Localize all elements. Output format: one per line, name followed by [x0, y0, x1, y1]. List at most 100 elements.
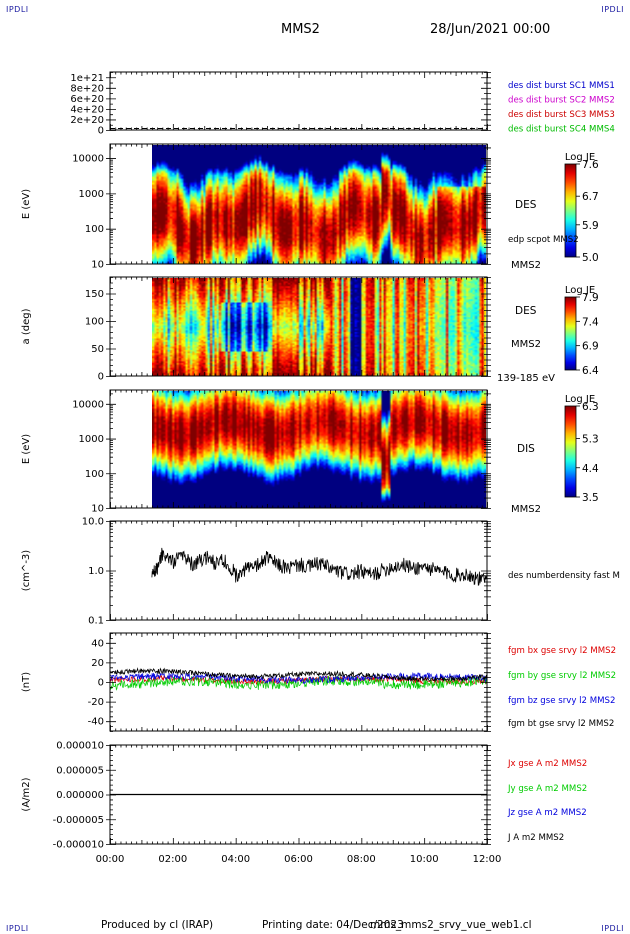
ytick-label: 10000 — [72, 399, 104, 410]
xtick-label: 06:00 — [284, 854, 313, 865]
y-axis-label: a (deg) — [21, 308, 32, 344]
ytick-label: 1.0 — [88, 566, 104, 577]
y-axis-label: (A/m2) — [21, 777, 32, 811]
legend-burst-sc3: des dist burst SC3 MMS3 — [508, 110, 615, 120]
legend-bfield-1: fgm by gse srvy l2 MMS2 — [508, 671, 616, 681]
xtick-label: 04:00 — [221, 854, 250, 865]
legend-burst-sc1: des dist burst SC1 MMS1 — [508, 81, 615, 91]
spectrogram-dis-energy — [152, 391, 486, 508]
legend-current-1: Jy gse A m2 MMS2 — [507, 784, 587, 794]
colorbar-tick: 5.0 — [582, 252, 599, 264]
corner-label-top-left: IPDLI — [6, 5, 29, 14]
panel-current-yticks — [106, 745, 491, 845]
ytick-label: -20 — [88, 697, 104, 708]
time-ticks-6 — [110, 745, 488, 844]
dis-energy-mms-label: MMS2 — [511, 504, 541, 515]
panel-density-frame — [109, 520, 488, 621]
des-pitch-mms-label: MMS2 — [511, 339, 541, 350]
corner-label-bottom-right: IPDLI — [601, 924, 624, 933]
colorbar-title: Log JE — [565, 394, 595, 405]
panel-des-energy-frame — [109, 143, 488, 265]
colorbar-tick: 7.6 — [582, 159, 599, 171]
xtick-label: 02:00 — [158, 854, 187, 865]
legend-bfield-2: fgm bz gse srvy l2 MMS2 — [508, 696, 616, 706]
colorbar-des-energy — [564, 163, 577, 258]
ytick-label: -0.000005 — [53, 815, 104, 826]
bz-series-line — [109, 671, 488, 685]
colorbar-des-pitch — [564, 296, 577, 371]
ytick-label: 0.000010 — [56, 741, 104, 752]
des-pitch-label: DES — [515, 305, 537, 317]
ytick-label: 100 — [85, 317, 104, 328]
xtick-label: 12:00 — [473, 854, 502, 865]
legend-bfield-0: fgm bx gse srvy l2 MMS2 — [508, 646, 616, 656]
time-ticks-0 — [110, 72, 488, 130]
edp-scpot-label: edp scpot MMS2 — [508, 235, 579, 245]
ytick-label: 100 — [85, 469, 104, 480]
xtick-label: 10:00 — [410, 854, 439, 865]
density-series-line — [151, 547, 487, 586]
corner-label-bottom-left: IPDLI — [6, 924, 29, 933]
ytick-label: -40 — [88, 717, 104, 728]
bt-series-line — [109, 667, 488, 683]
colorbar-tick: 6.3 — [582, 401, 599, 413]
colorbar-title: Log JE — [565, 152, 595, 163]
spectrogram-des-pitch — [152, 278, 486, 376]
colorbar-tick: 6.4 — [582, 365, 599, 377]
colorbar-tick: 5.3 — [582, 434, 599, 446]
y-axis-label: E (eV) — [21, 189, 32, 219]
y-axis-label: E (eV) — [21, 434, 32, 464]
colorbar-dis-energy — [564, 405, 577, 498]
ytick-label: 0.1 — [88, 616, 104, 627]
panel-burst-yticks — [106, 72, 491, 131]
spectrogram-des-energy — [152, 145, 486, 264]
ytick-label: 150 — [85, 289, 104, 300]
ytick-label: 10.0 — [82, 517, 104, 528]
colorbar-tick: 6.9 — [582, 341, 599, 353]
corner-label-top-right: IPDLI — [601, 5, 624, 14]
ytick-label: 2e+20 — [70, 115, 104, 126]
by-series-line — [109, 674, 488, 691]
ytick-label: 0 — [98, 678, 104, 689]
legend-density: des numberdensity fast M — [508, 571, 620, 581]
xtick-label: 00:00 — [96, 854, 125, 865]
panel-des-pitch-frame — [109, 276, 488, 377]
time-ticks-2 — [110, 277, 488, 376]
ytick-label: 1000 — [79, 189, 104, 200]
colorbar-tick: 7.4 — [582, 316, 599, 328]
ytick-label: 1000 — [79, 434, 104, 445]
legend-current-0: Jx gse A m2 MMS2 — [507, 759, 587, 769]
spacecraft-title: MMS2 — [281, 22, 320, 37]
colorbar-tick: 6.7 — [582, 191, 599, 203]
legend-burst-sc2: des dist burst SC2 MMS2 — [508, 96, 615, 106]
ytick-label: 0.000005 — [56, 765, 104, 776]
ytick-label: -0.000010 — [53, 840, 104, 851]
y-axis-label: (nT) — [21, 672, 32, 692]
des-pitch-energy-range: 139-185 eV — [497, 373, 555, 384]
dis-energy-label: DIS — [517, 443, 535, 455]
footer-file: mms_mms2_srvy_vue_web1.cl — [370, 919, 532, 931]
colorbar-tick: 7.9 — [582, 292, 599, 304]
footer-produced-by: Produced by cl (IRAP) — [101, 919, 214, 931]
panel-des-energy-yticks — [106, 147, 491, 265]
ytick-label: 0 — [98, 126, 104, 137]
date-title: 28/Jun/2021 00:00 — [430, 22, 551, 37]
xtick-label: 08:00 — [347, 854, 376, 865]
ytick-label: 8e+20 — [70, 83, 104, 94]
legend-current-3: J A m2 MMS2 — [507, 833, 564, 843]
time-ticks-1 — [110, 144, 488, 264]
footer-printing-date: Printing date: 04/Dec/2023 — [262, 919, 404, 931]
colorbar-tick: 4.4 — [582, 463, 599, 475]
ytick-label: 10 — [91, 504, 104, 515]
panel-bfield-frame — [109, 632, 488, 732]
ytick-label: 100 — [85, 224, 104, 235]
panel-density-yticks — [106, 521, 491, 621]
ytick-label: 40 — [91, 638, 104, 649]
legend-burst-sc4: des dist burst SC4 MMS4 — [508, 125, 615, 135]
ytick-label: 50 — [91, 344, 104, 355]
ytick-label: 10 — [91, 260, 104, 271]
panel-bfield-yticks — [106, 633, 491, 732]
ytick-label: 10000 — [72, 154, 104, 165]
panel-dis-energy-yticks — [106, 393, 491, 509]
legend-current-2: Jz gse A m2 MMS2 — [507, 808, 587, 818]
